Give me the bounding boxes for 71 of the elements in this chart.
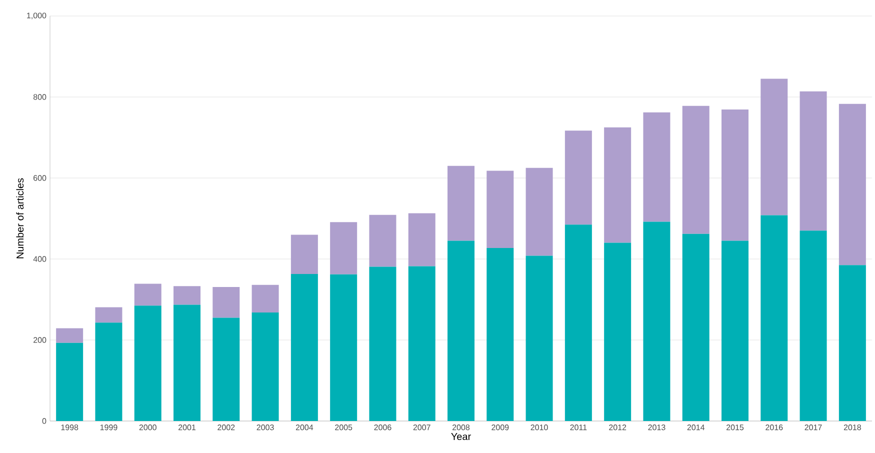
bar — [800, 91, 827, 231]
bar — [252, 284, 279, 312]
bar — [838, 265, 866, 421]
bar — [56, 328, 84, 343]
bar — [564, 224, 592, 421]
y-tick-label: 1,000 — [27, 12, 46, 20]
x-tick-label: 2003 — [256, 424, 274, 430]
x-tick-label: 2007 — [413, 424, 430, 430]
bar — [448, 166, 475, 241]
bar — [643, 112, 670, 222]
x-tick-label: 2001 — [178, 424, 196, 430]
bar — [526, 256, 553, 421]
bar — [526, 168, 553, 256]
x-tick-label: 2015 — [726, 424, 744, 430]
x-tick-label: 2011 — [570, 424, 587, 430]
bar — [643, 222, 670, 421]
y-axis-title: Number of articles — [16, 178, 24, 258]
bar — [252, 312, 279, 421]
bar — [486, 248, 514, 421]
bar — [682, 106, 710, 234]
bar — [604, 127, 632, 243]
x-tick-label: 2018 — [844, 424, 861, 430]
bar — [800, 230, 827, 421]
x-tick-label: 2009 — [492, 424, 509, 430]
x-tick-label: 2008 — [452, 424, 470, 430]
bar — [369, 214, 396, 267]
y-tick-label: 600 — [34, 175, 46, 181]
bar — [95, 307, 122, 323]
bar — [330, 222, 358, 274]
bar — [408, 266, 436, 421]
bar — [369, 266, 396, 421]
x-tick-label: 2005 — [335, 424, 352, 430]
x-axis-title: Year — [451, 433, 471, 440]
x-tick-label: 2006 — [374, 424, 392, 430]
x-tick-label: 2010 — [530, 424, 548, 430]
bar — [212, 318, 240, 421]
bar — [174, 286, 201, 305]
bar — [408, 213, 436, 266]
bar — [604, 242, 632, 421]
x-tick-label: 2004 — [296, 424, 314, 430]
bar — [722, 110, 749, 241]
x-tick-label: 1999 — [100, 424, 118, 430]
y-tick-label: 400 — [33, 256, 46, 262]
bar — [760, 215, 788, 421]
bar — [174, 304, 201, 421]
y-tick-label: 200 — [34, 337, 46, 343]
bar — [330, 274, 358, 421]
bar — [212, 286, 240, 318]
y-tick-label: 800 — [33, 94, 46, 100]
x-tick-label: 2013 — [648, 424, 666, 430]
x-tick-label: 1998 — [61, 424, 78, 430]
bar — [838, 104, 866, 266]
bar — [134, 284, 162, 306]
y-tick-label: 0 — [42, 418, 46, 424]
x-tick-label: 2000 — [139, 424, 156, 430]
bar — [564, 130, 592, 225]
x-tick-label: 2014 — [687, 424, 705, 430]
x-tick-label: 2002 — [218, 424, 235, 430]
x-tick-label: 2017 — [804, 424, 822, 430]
bar — [448, 240, 475, 421]
bar — [95, 322, 122, 421]
x-tick-label: 2016 — [766, 424, 783, 430]
bar — [56, 342, 84, 421]
bar — [486, 170, 514, 248]
x-tick-label: 2012 — [609, 424, 626, 430]
bar — [290, 274, 318, 421]
bar — [290, 234, 318, 274]
bar — [134, 306, 162, 421]
bar — [722, 240, 749, 421]
bar — [760, 78, 788, 216]
bar — [682, 234, 710, 421]
